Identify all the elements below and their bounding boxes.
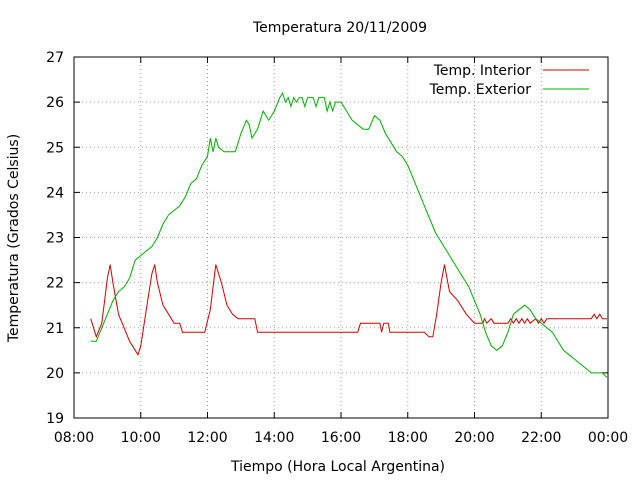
- series-line-exterior: [90, 91, 608, 378]
- y-tick-label: 25: [46, 140, 64, 156]
- y-tick-label: 19: [46, 411, 64, 427]
- x-tick-label: 12:00: [187, 430, 227, 446]
- plot-frame: [73, 56, 609, 419]
- x-tick-label: 00:00: [588, 430, 628, 446]
- x-tick-label: 20:00: [454, 430, 494, 446]
- series-line-interior: [90, 264, 607, 356]
- axis-ticks: 19 20 21 22 23 24 25 26 27 08:00 10:00 12:00 14:00 16…: [46, 50, 628, 446]
- y-tick-label: 22: [46, 276, 64, 292]
- legend-label: Temp. Exterior: [429, 82, 532, 98]
- chart-title: Temperatura 20/11/2009: [252, 20, 427, 36]
- x-tick-label: 10:00: [121, 430, 161, 446]
- y-axis-label: Temperatura (Grados Celsius): [6, 134, 22, 343]
- y-tick-label: 24: [46, 185, 64, 201]
- y-tick-label: 20: [46, 366, 64, 382]
- y-tick-label: 27: [46, 50, 64, 66]
- grid: [74, 57, 608, 418]
- x-tick-label: 08:00: [54, 430, 94, 446]
- series: [90, 91, 608, 378]
- y-tick-label: 23: [46, 231, 64, 247]
- x-tick-label: 14:00: [254, 430, 294, 446]
- x-tick-label: 18:00: [388, 430, 428, 446]
- x-tick-label: 22:00: [521, 430, 561, 446]
- x-tick-label: 16:00: [321, 430, 361, 446]
- y-tick-label: 26: [46, 95, 64, 111]
- x-axis-label: Tiempo (Hora Local Argentina): [230, 459, 445, 475]
- legend: Temp. Interior Temp. Exterior: [429, 63, 589, 98]
- y-tick-label: 21: [46, 321, 64, 337]
- legend-label: Temp. Interior: [433, 63, 532, 79]
